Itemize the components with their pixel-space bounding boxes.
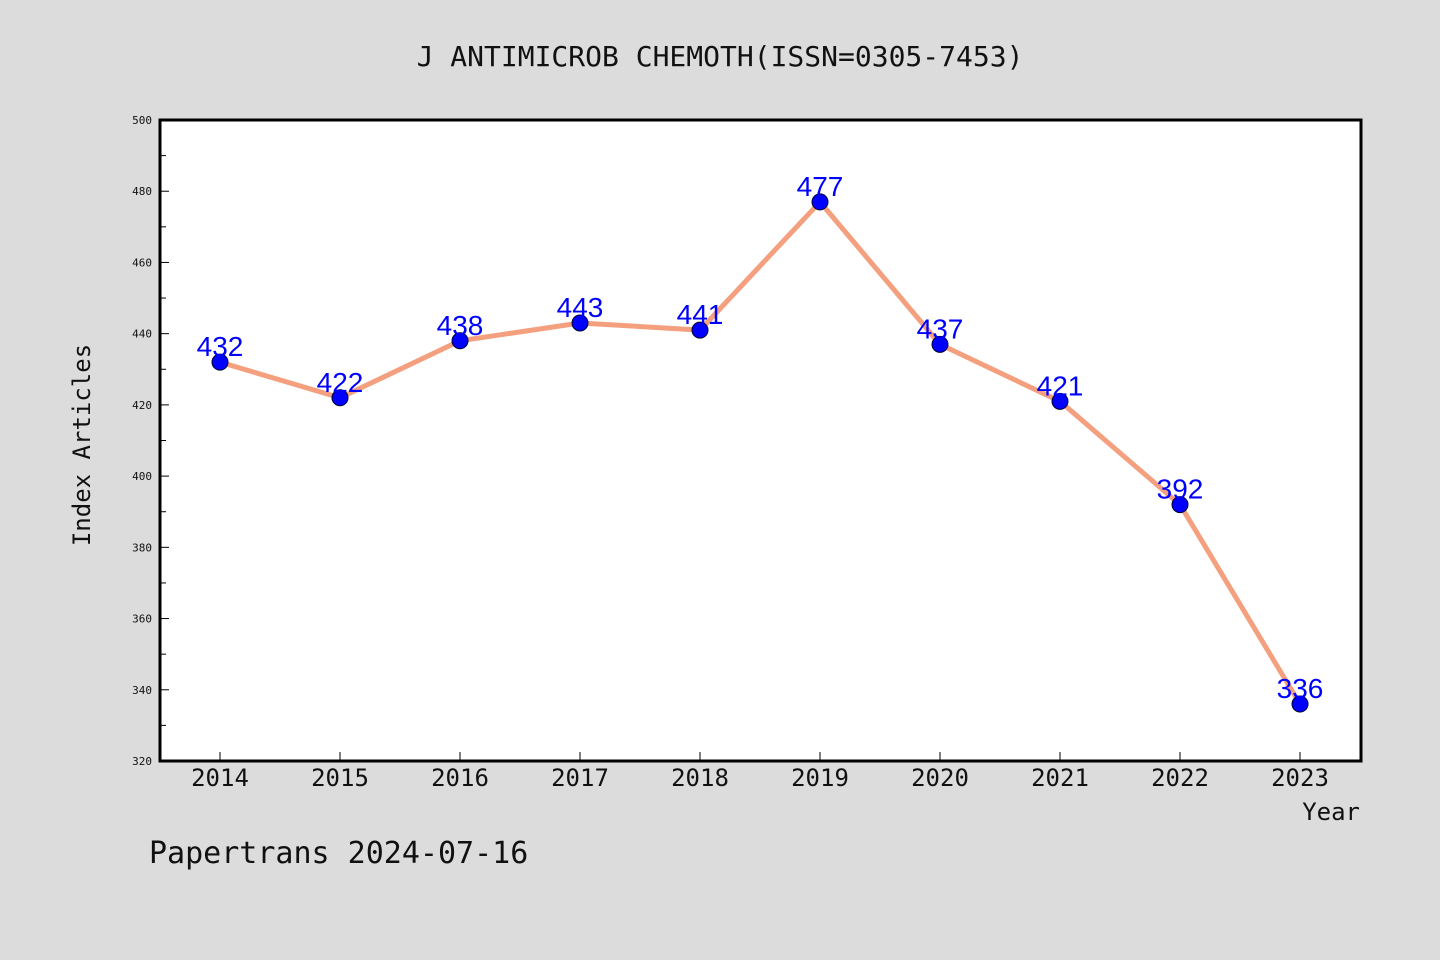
y-tick-label: 500 (132, 114, 152, 127)
x-tick-label: 2022 (1151, 764, 1209, 792)
data-label: 438 (437, 310, 484, 341)
data-label: 336 (1277, 673, 1324, 704)
x-tick-label: 2019 (791, 764, 849, 792)
series-layer: 432 422 438 443 441 477 437 421 392 336 (197, 171, 1324, 713)
y-tick-label: 360 (132, 613, 152, 626)
x-tick-label: 2023 (1271, 764, 1329, 792)
x-tick-label: 2020 (911, 764, 969, 792)
chart-title: J ANTIMICROB CHEMOTH(ISSN=0305-7453) (417, 40, 1024, 73)
data-point (1291, 695, 1309, 713)
x-tick-label: 2015 (311, 764, 369, 792)
data-label: 392 (1157, 474, 1204, 505)
y-tick-label: 460 (132, 256, 152, 269)
x-tick-label: 2021 (1031, 764, 1089, 792)
data-label: 421 (1037, 370, 1084, 401)
y-tick-label: 320 (132, 755, 152, 768)
data-label: 443 (557, 292, 604, 323)
x-tick-label: 2018 (671, 764, 729, 792)
data-point (1051, 392, 1069, 410)
y-tick-label: 400 (132, 470, 152, 483)
y-tick-label: 440 (132, 328, 152, 341)
x-tick-label: 2017 (551, 764, 609, 792)
data-point (451, 332, 469, 350)
data-point (1171, 496, 1189, 514)
data-point (931, 335, 949, 353)
data-point (811, 193, 829, 211)
data-label: 422 (317, 367, 364, 398)
x-axis-label: Year (1302, 798, 1360, 826)
data-label: 437 (917, 313, 964, 344)
data-point (211, 353, 229, 371)
data-point (691, 321, 709, 339)
footer-credit: Papertrans 2024-07-16 (149, 836, 528, 871)
data-point (331, 389, 349, 407)
y-tick-label: 420 (132, 399, 152, 412)
data-label: 477 (797, 171, 844, 202)
data-label: 432 (197, 331, 244, 362)
y-tick-label: 340 (132, 684, 152, 697)
data-point (571, 314, 589, 332)
x-tick-label: 2014 (191, 764, 249, 792)
y-axis: 320 340 360 380 400 420 440 460 480 500 (132, 114, 169, 768)
x-tick-label: 2016 (431, 764, 489, 792)
x-axis: 2014 2015 2016 2017 2018 2019 2020 2021 2022 2023 (191, 752, 1329, 792)
plot-area (158, 118, 1363, 763)
y-tick-label: 480 (132, 185, 152, 198)
data-label: 441 (677, 299, 724, 330)
y-tick-label: 380 (132, 541, 152, 554)
y-axis-label: Index Articles (68, 344, 96, 546)
series-line (217, 199, 1303, 707)
